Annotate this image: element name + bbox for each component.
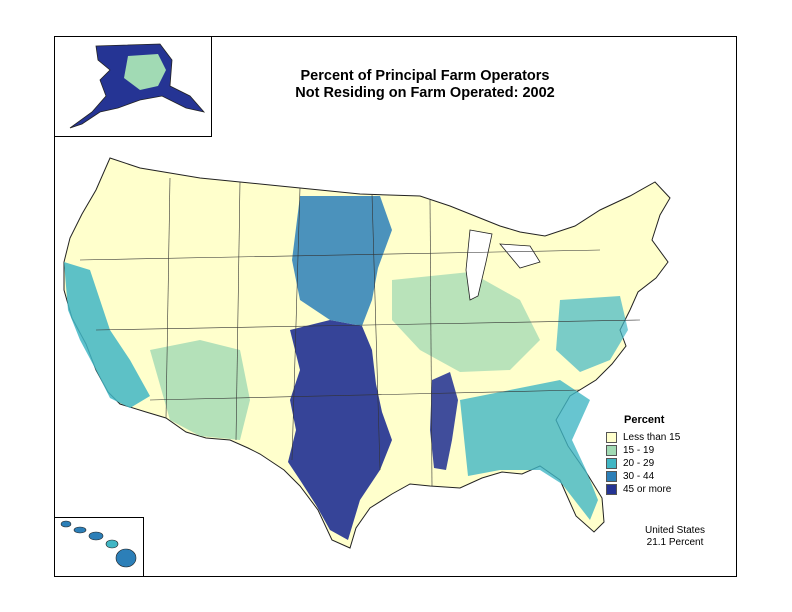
legend-swatch (606, 432, 617, 443)
summary-value: 21.1 Percent (646, 537, 704, 548)
map-title-line2: Not Residing on Farm Operated: 2002 (295, 85, 555, 101)
legend-label: 20 - 29 (623, 458, 655, 469)
southeast-region (460, 380, 598, 520)
legend-label: Less than 15 (623, 432, 681, 443)
map-title-line1: Percent of Principal Farm Operators (300, 68, 550, 84)
legend-label: 45 or more (623, 484, 672, 495)
legend-item: 30 - 44 (606, 470, 716, 483)
legend-swatch (606, 458, 617, 469)
alaska-inset-frame (54, 36, 212, 137)
legend-item: 45 or more (606, 483, 716, 496)
great-lakes (465, 229, 541, 301)
summary-region: United States (644, 525, 706, 536)
legend-label: 30 - 44 (623, 471, 655, 482)
mid-atlantic-region (556, 296, 628, 372)
map-title: Percent of Principal Farm Operators Not … (290, 68, 560, 102)
southwest-region (150, 340, 250, 440)
legend-item: Less than 15 (606, 431, 716, 444)
west-coast-region (64, 262, 150, 408)
plains-medium-region (292, 196, 392, 326)
legend-label: 15 - 19 (623, 445, 655, 456)
hawaii-inset-frame (54, 517, 144, 577)
legend-swatch (606, 484, 617, 495)
legend-item: 15 - 19 (606, 444, 716, 457)
legend-title: Percent (624, 414, 665, 426)
legend-item: 20 - 29 (606, 457, 716, 470)
mississippi-delta-region (430, 372, 458, 470)
midwest-region (392, 272, 540, 372)
national-summary: United States 21.1 Percent (630, 525, 720, 549)
legend: Percent Less than 15 15 - 19 20 - 29 30 … (606, 414, 716, 496)
plains-high-region (288, 320, 392, 540)
legend-swatch (606, 445, 617, 456)
state-boundaries (79, 177, 641, 487)
legend-swatch (606, 471, 617, 482)
